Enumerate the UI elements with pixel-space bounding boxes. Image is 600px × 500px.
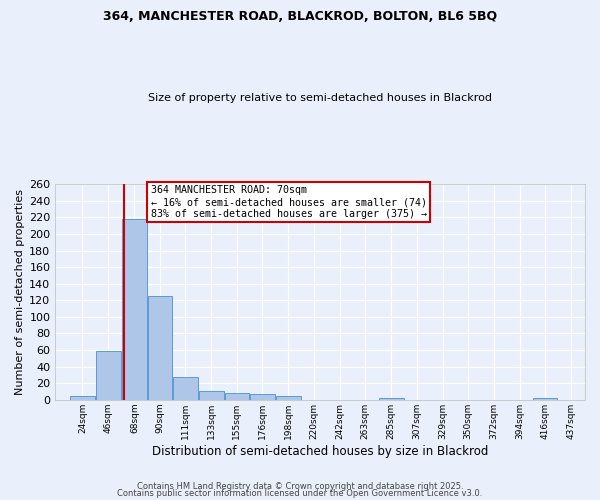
- Bar: [96, 351, 121, 400]
- Text: Contains public sector information licensed under the Open Government Licence v3: Contains public sector information licen…: [118, 490, 482, 498]
- Text: Contains HM Land Registry data © Crown copyright and database right 2025.: Contains HM Land Registry data © Crown c…: [137, 482, 463, 491]
- Bar: [199, 390, 224, 400]
- Bar: [225, 393, 249, 400]
- Y-axis label: Number of semi-detached properties: Number of semi-detached properties: [15, 189, 25, 395]
- Bar: [173, 378, 198, 400]
- Text: 364, MANCHESTER ROAD, BLACKROD, BOLTON, BL6 5BQ: 364, MANCHESTER ROAD, BLACKROD, BOLTON, …: [103, 10, 497, 23]
- Bar: [122, 219, 147, 400]
- Bar: [379, 398, 404, 400]
- Bar: [250, 394, 275, 400]
- Text: 364 MANCHESTER ROAD: 70sqm
← 16% of semi-detached houses are smaller (74)
83% of: 364 MANCHESTER ROAD: 70sqm ← 16% of semi…: [151, 186, 427, 218]
- Bar: [148, 296, 172, 400]
- Bar: [275, 396, 301, 400]
- Title: Size of property relative to semi-detached houses in Blackrod: Size of property relative to semi-detach…: [148, 93, 492, 103]
- X-axis label: Distribution of semi-detached houses by size in Blackrod: Distribution of semi-detached houses by …: [152, 444, 488, 458]
- Bar: [533, 398, 557, 400]
- Bar: [70, 396, 95, 400]
